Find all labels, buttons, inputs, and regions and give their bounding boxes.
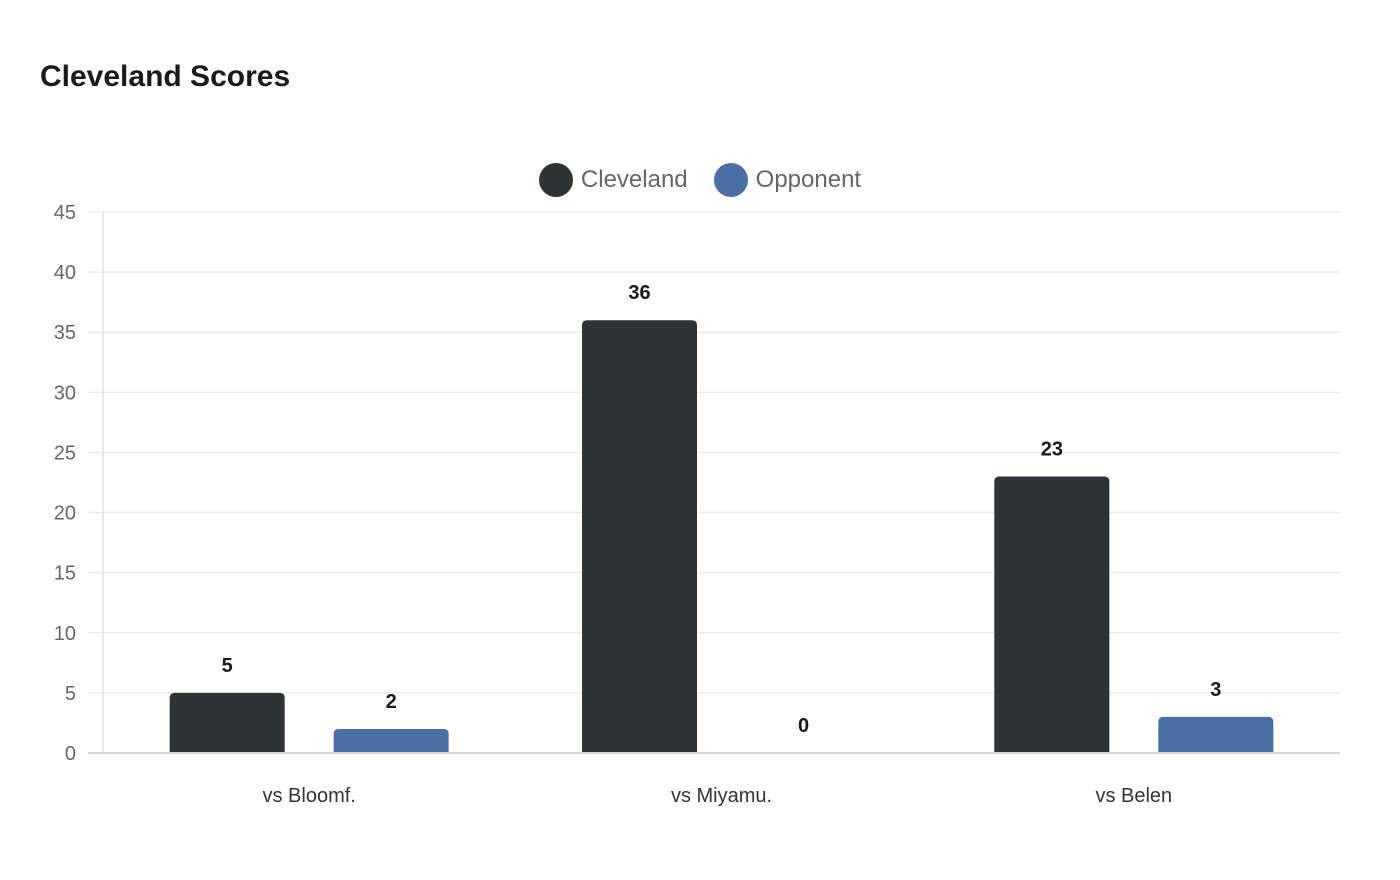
bar-value-label: 0 [798,715,809,737]
chart-legend: Cleveland Opponent [0,163,1400,197]
y-tick-label: 15 [54,563,76,585]
x-category-label: vs Miyamu. [671,785,772,807]
legend-item-cleveland[interactable]: Cleveland [538,163,688,197]
bar-cleveland[interactable] [994,476,1110,753]
y-tick-label: 30 [54,382,76,404]
bar-value-label: 23 [1041,438,1063,460]
legend-item-opponent[interactable]: Opponent [713,163,862,197]
x-category-label: vs Belen [1095,785,1172,807]
y-tick-label: 5 [65,683,76,705]
bar-value-label: 2 [386,691,397,713]
bar-opponent[interactable] [1158,716,1274,753]
legend-swatch-opponent-icon [713,163,748,197]
y-tick-label: 40 [54,262,76,284]
bar-cleveland[interactable] [582,320,697,753]
y-tick-label: 10 [54,623,76,645]
legend-swatch-cleveland-icon [538,163,573,197]
legend-label: Opponent [755,166,862,193]
x-category-label: vs Bloomf. [262,785,355,807]
chart-title: Cleveland Scores [40,60,291,93]
bar-cleveland[interactable] [169,692,285,753]
bar-opponent[interactable] [333,728,449,753]
bar-value-label: 36 [628,282,650,304]
y-tick-label: 25 [54,442,76,464]
y-tick-label: 45 [54,202,76,224]
y-tick-label: 35 [54,322,76,344]
bar-value-label: 3 [1210,679,1221,701]
bar-value-label: 5 [222,655,233,677]
legend-label: Cleveland [580,166,688,193]
y-tick-label: 20 [54,503,76,525]
y-tick-label: 0 [65,743,76,765]
